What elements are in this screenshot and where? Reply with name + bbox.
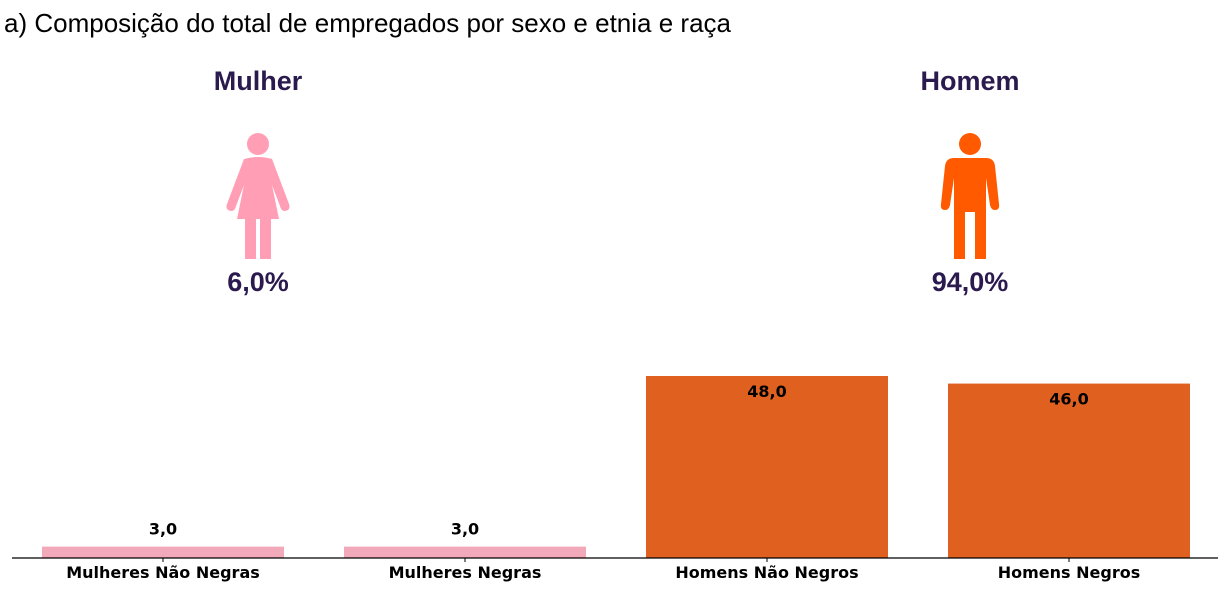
bar-3: [948, 383, 1190, 558]
male-person-icon: [940, 133, 1000, 259]
female-person-icon: [226, 133, 290, 259]
group-label-female: Mulher: [214, 66, 303, 96]
data-label-1: 3,0: [451, 520, 479, 539]
tick-label-3: Homens Negros: [998, 563, 1141, 582]
x-ticks: Mulheres Não Negras Mulheres Negras Homens…: [66, 558, 1140, 582]
tick-label-2: Homens Não Negros: [675, 563, 858, 582]
data-label-3: 46,0: [1049, 390, 1088, 409]
group-percent-female: 6,0%: [227, 267, 289, 297]
bars: 3,0 3,0 48,0 46,0: [42, 376, 1190, 558]
bar-1: [344, 546, 586, 558]
bar-2: [646, 376, 888, 558]
tick-label-1: Mulheres Negras: [389, 563, 542, 582]
bar-0: [42, 546, 284, 558]
chart-title: a) Composição do total de empregados por…: [4, 8, 732, 38]
tick-label-0: Mulheres Não Negras: [66, 563, 260, 582]
group-label-male: Homem: [920, 66, 1019, 96]
data-label-0: 3,0: [149, 520, 177, 539]
group-percent-male: 94,0%: [932, 267, 1009, 297]
data-label-2: 48,0: [747, 382, 786, 401]
